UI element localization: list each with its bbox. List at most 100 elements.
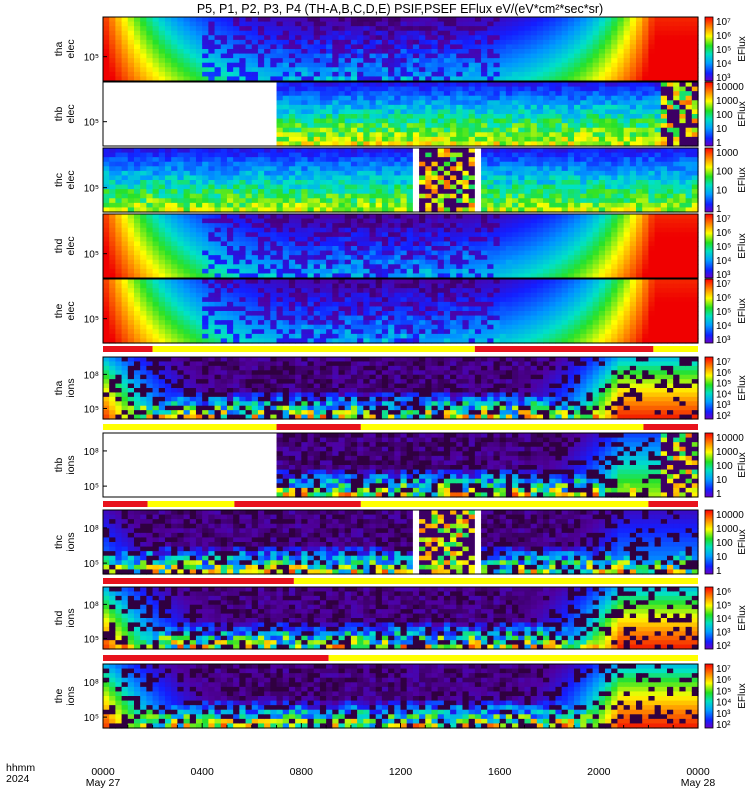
spectrogram-cell	[450, 62, 457, 68]
spectrogram-cell	[437, 95, 445, 101]
spectrogram-cell	[195, 170, 203, 177]
spectrogram-cell	[406, 175, 414, 181]
spectrogram-cell	[443, 76, 451, 82]
spectrogram-cell	[282, 82, 290, 88]
spectrogram-cell	[636, 127, 643, 133]
spectrogram-cell	[282, 250, 290, 256]
spectrogram-cell	[233, 184, 240, 190]
spectrogram-cell	[654, 44, 662, 50]
spectrogram-cell	[381, 250, 389, 256]
spectrogram-cell	[555, 227, 563, 233]
spectrogram-cell	[357, 259, 364, 265]
spectrogram-cell	[611, 161, 619, 167]
spectrogram-cell	[189, 246, 197, 252]
spectrogram-cell	[468, 273, 476, 279]
spectrogram-cell	[524, 53, 532, 59]
spectrogram-cell	[350, 53, 358, 59]
spectrogram-cell	[474, 132, 482, 138]
spectrogram-cell	[412, 71, 420, 78]
spectrogram-cell	[332, 161, 340, 167]
spectrogram-cell	[530, 227, 538, 233]
spectrogram-cell	[580, 246, 588, 252]
spectrogram-cell	[654, 193, 662, 199]
spectrogram-cell	[425, 189, 433, 195]
spectrogram-cell	[667, 170, 674, 177]
spectrogram-cell	[233, 198, 240, 204]
spectrogram-cell	[574, 189, 581, 195]
spectrogram-cell	[264, 71, 271, 78]
spectrogram-cell	[270, 250, 278, 256]
spectrogram-cell	[456, 67, 464, 73]
spectrogram-cell	[282, 141, 290, 147]
spectrogram-cell	[400, 26, 408, 32]
spectrogram-cell	[121, 236, 129, 243]
spectrogram-cell	[685, 175, 693, 181]
spectrogram-cell	[443, 268, 451, 275]
spectrogram-cell	[245, 166, 253, 172]
spectrogram-cell	[208, 241, 216, 247]
spectrogram-cell	[685, 82, 693, 88]
spectrogram-cell	[518, 180, 526, 186]
spectrogram-cell	[239, 35, 247, 41]
spectrogram-cell	[505, 227, 513, 233]
spectrogram-cell	[158, 166, 166, 172]
spectrogram-cell	[226, 17, 234, 23]
spectrogram-cell	[673, 157, 681, 163]
spectrogram-cell	[443, 152, 451, 158]
spectrogram-cell	[425, 95, 433, 101]
spectrogram-cell	[549, 148, 557, 154]
spectrogram-cell	[257, 184, 265, 190]
spectrogram-cell	[195, 250, 203, 256]
spectrogram-cell	[344, 250, 352, 256]
spectrogram-cell	[431, 132, 439, 138]
data-gap-cell	[152, 82, 160, 146]
spectrogram-cell	[673, 127, 681, 133]
spectrogram-cell	[493, 152, 501, 158]
spectrogram-cell	[394, 82, 402, 88]
spectrogram-cell	[109, 49, 116, 55]
spectrogram-cell	[171, 21, 178, 27]
spectrogram-cell	[276, 223, 284, 229]
spectrogram-cell	[487, 241, 495, 247]
spectrogram-cell	[282, 123, 290, 129]
spectrogram-cell	[301, 71, 309, 78]
spectrogram-cell	[369, 218, 377, 224]
spectrogram-cell	[189, 157, 197, 163]
spectrogram-cell	[406, 223, 414, 229]
spectrogram-cell	[264, 214, 271, 220]
spectrogram-cell	[543, 175, 550, 181]
spectrogram-cell	[629, 207, 637, 213]
spectrogram-cell	[673, 104, 681, 111]
spectrogram-cell	[313, 71, 321, 78]
spectrogram-cell	[332, 58, 340, 64]
spectrogram-cell	[412, 227, 420, 233]
spectrogram-cell	[530, 91, 538, 97]
spectrogram-cell	[388, 218, 395, 224]
spectrogram-cell	[524, 49, 532, 55]
spectrogram-cell	[580, 127, 588, 133]
spectrogram-cell	[487, 35, 495, 41]
spectrogram-cell	[412, 268, 420, 275]
spectrogram-cell	[363, 218, 371, 224]
spectrogram-cell	[617, 148, 625, 154]
spectrogram-cell	[388, 148, 395, 154]
spectrogram-cell	[394, 35, 402, 41]
spectrogram-cell	[673, 214, 681, 220]
spectrogram-cell	[673, 109, 681, 115]
spectrogram-cell	[450, 259, 457, 265]
data-gap-cell	[214, 82, 222, 146]
spectrogram-cell	[605, 246, 612, 252]
spectrogram-cell	[140, 76, 147, 82]
spectrogram-cell	[629, 35, 637, 41]
spectrogram-cell	[133, 227, 141, 233]
spectrogram-cell	[338, 67, 346, 73]
spectrogram-cell	[350, 207, 358, 213]
spectrogram-cell	[648, 241, 656, 247]
spectrogram-cell	[406, 76, 414, 82]
spectrogram-cell	[431, 241, 439, 247]
spectrogram-cell	[512, 30, 519, 36]
spectrogram-cell	[313, 241, 321, 247]
data-gap-cell	[177, 82, 185, 146]
spectrogram-cell	[530, 53, 538, 59]
